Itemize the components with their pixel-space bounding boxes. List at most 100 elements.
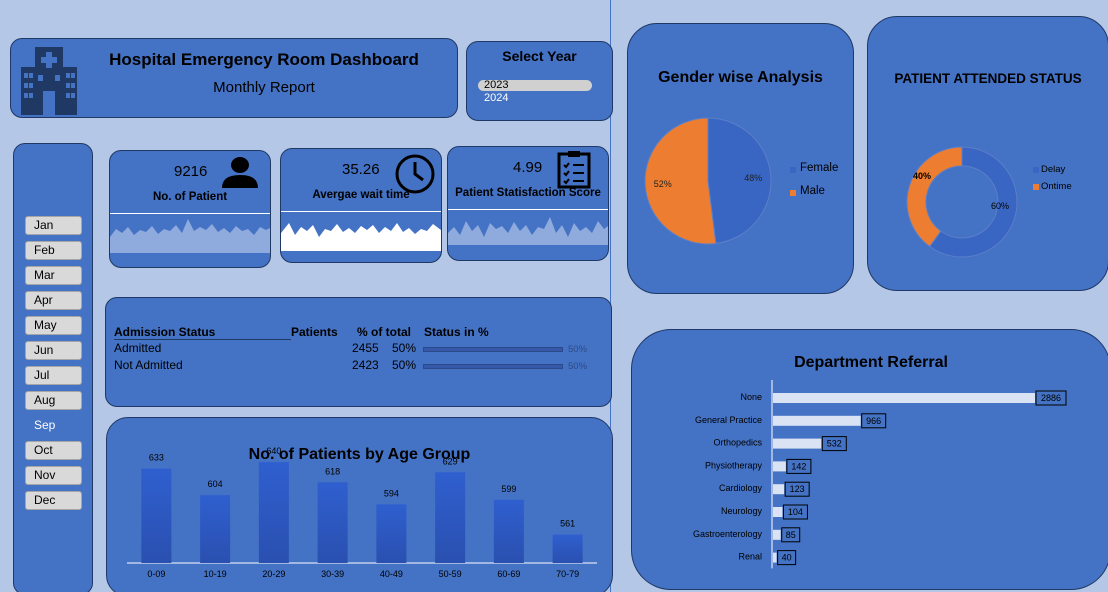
page-title: Hospital Emergency Room Dashboard [109, 50, 419, 69]
admission-row-status: Admitted [114, 341, 162, 355]
admission-header-status: Admission Status [114, 325, 216, 339]
title-card: Hospital Emergency Room Dashboard Monthl… [10, 38, 458, 118]
dept-bar-label: 104 [788, 507, 803, 517]
dept-bar-label-box [782, 504, 808, 520]
age-bar-label: 633 [149, 453, 164, 463]
dept-bar-label: 85 [786, 530, 796, 540]
dept-tick-label: Renal [738, 552, 762, 562]
age-bar [141, 468, 172, 563]
age-bar [552, 534, 583, 563]
kpi-patients-label: No. of Patient [152, 191, 228, 203]
kpi-patients-card: 9216 No. of Patient [109, 150, 271, 268]
dept-bar-label-box [781, 527, 801, 543]
attended-donut-chart: 60% 40% [906, 146, 1018, 258]
month-button-nov[interactable]: Nov [25, 466, 82, 485]
gender-slice-male [644, 117, 717, 245]
year-option-2023[interactable]: 2023 [478, 80, 592, 91]
month-button-dec[interactable]: Dec [25, 491, 82, 510]
page-subtitle: Monthly Report [213, 79, 315, 96]
age-bar-label: 640 [266, 446, 281, 456]
dept-bar-label: 2886 [1041, 393, 1061, 403]
dept-bar-label-box [777, 550, 797, 566]
age-bar-label: 629 [443, 456, 458, 466]
checklist-icon [557, 151, 591, 189]
dept-bar [773, 461, 786, 472]
kpi-wait-value: 35.26 [342, 161, 380, 178]
month-button-apr[interactable]: Apr [25, 291, 82, 310]
age-bar [200, 495, 231, 563]
admission-row-bar-label: 50% [568, 344, 588, 355]
dept-bar [773, 415, 861, 426]
kpi-wait-card: 35.26 Avergae wait time [280, 148, 442, 263]
attended-status-card: PATIENT ATTENDED STATUS 60% 40% Delay Ont… [867, 16, 1108, 291]
gender-slice-female [707, 117, 772, 245]
age-chart-title: No. of Patients by Age Group [248, 446, 471, 463]
kpi-separator [110, 213, 270, 214]
month-button-aug[interactable]: Aug [25, 391, 82, 410]
month-button-jan[interactable]: Jan [25, 216, 82, 235]
age-tick-label: 20-29 [262, 569, 285, 579]
age-bar-label: 604 [208, 479, 223, 489]
admission-row-pct: 50% [392, 358, 417, 372]
gender-slice-label: 52% [654, 179, 672, 189]
age-bar-label: 594 [384, 488, 399, 498]
age-bar-label: 599 [501, 484, 516, 494]
gender-chart-title: Gender wise Analysis [658, 69, 823, 86]
age-bar [493, 499, 524, 563]
dept-tick-label: Gastroenterology [693, 529, 763, 539]
dept-bar [773, 552, 777, 563]
attended-slice-ontime [906, 146, 963, 248]
legend-ontime-label: Ontime [1041, 181, 1072, 192]
month-button-may[interactable]: May [25, 316, 82, 335]
age-bar [317, 482, 348, 563]
dept-bar [773, 507, 783, 517]
age-tick-label: 30-39 [321, 569, 344, 579]
age-bar-label: 561 [560, 519, 575, 529]
admission-header-pct: % of total [357, 325, 411, 339]
legend-female-label: Female [800, 162, 839, 174]
dept-bar [773, 529, 781, 540]
admission-row-bar [423, 364, 563, 369]
age-bar [435, 472, 466, 563]
month-button-jun[interactable]: Jun [25, 341, 82, 360]
legend-female-swatch [790, 167, 796, 173]
admission-row-patients: 2455 [352, 341, 379, 355]
dept-bar-label-box [1035, 390, 1067, 406]
admission-header-patients: Patients [291, 325, 338, 339]
month-button-jul[interactable]: Jul [25, 366, 82, 385]
attended-slice-label: 60% [991, 201, 1009, 211]
dept-bar-label-box [784, 481, 810, 497]
clock-icon [395, 154, 435, 194]
dept-bar-label-box [861, 413, 887, 429]
age-group-chart: 633 0-09 604 10-19 640 20-29 618 30-39 594 40-49 6… [127, 446, 597, 579]
age-group-chart-card: No. of Patients by Age Group 633 0-09 604 1… [106, 417, 613, 592]
month-button-feb[interactable]: Feb [25, 241, 82, 260]
dept-bar [773, 484, 785, 495]
month-button-mar[interactable]: Mar [25, 266, 82, 285]
kpi-satisfaction-sparkline [448, 217, 608, 245]
kpi-satisfaction-card: 4.99 Patient Statisfaction Score [447, 146, 609, 261]
legend-delay-swatch [1033, 167, 1039, 173]
month-slicer: Jan Feb Mar Apr May Jun Jul Aug Sep Oct … [13, 143, 93, 592]
attended-slice-delay [928, 146, 1018, 258]
dept-tick-label: Neurology [721, 506, 763, 516]
kpi-separator [448, 209, 608, 210]
gender-chart-card: Gender wise Analysis 48% 52% Female Male [627, 23, 854, 294]
age-tick-label: 60-69 [497, 569, 520, 579]
month-button-sep[interactable]: Sep [34, 418, 56, 432]
month-button-oct[interactable]: Oct [25, 441, 82, 460]
panel-divider [610, 0, 611, 592]
dept-bar [773, 393, 1035, 403]
admission-row-bar [423, 347, 563, 352]
age-tick-label: 10-19 [204, 569, 227, 579]
legend-delay-label: Delay [1041, 164, 1066, 175]
dept-bar-label-box [786, 458, 812, 474]
year-option-2024[interactable]: 2024 [484, 92, 509, 104]
gender-pie-chart: 48% 52% [644, 117, 772, 245]
dept-tick-label: None [740, 392, 762, 402]
department-referral-card: Department Referral None 2886 General Prac… [631, 329, 1108, 590]
attended-chart-title: PATIENT ATTENDED STATUS [894, 71, 1082, 86]
admission-table: Admission Status Patients % of total Sta… [105, 297, 612, 407]
user-icon [222, 157, 258, 188]
attended-slice-label: 40% [913, 171, 931, 181]
